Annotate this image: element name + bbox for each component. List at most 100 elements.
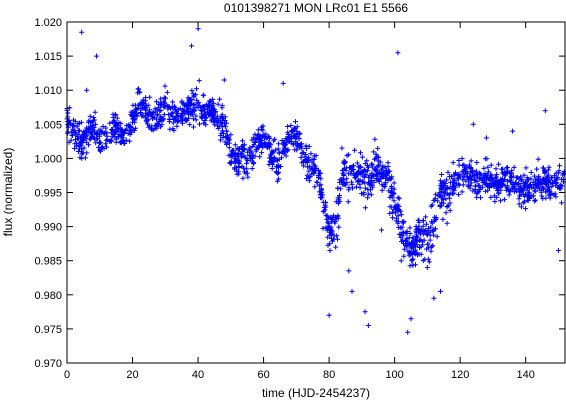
data-point: [397, 231, 403, 237]
data-point: [445, 185, 451, 190]
data-point: [429, 244, 435, 250]
data-point: [372, 136, 378, 142]
x-axis-title: time (HJD-2454237): [262, 386, 370, 400]
data-point: [131, 114, 137, 120]
data-point: [395, 213, 401, 219]
data-point: [86, 126, 92, 132]
data-point: [456, 158, 462, 163]
data-point: [74, 143, 79, 149]
data-point: [467, 173, 473, 179]
data-point: [501, 197, 507, 203]
data-point: [379, 187, 385, 193]
data-point: [557, 163, 562, 169]
data-point: [203, 114, 209, 120]
data-point: [494, 194, 500, 200]
data-point: [428, 203, 434, 209]
data-point: [154, 120, 160, 126]
data-point: [232, 165, 237, 171]
data-point: [510, 173, 516, 179]
data-point: [142, 105, 148, 111]
data-point: [127, 131, 133, 137]
data-point: [104, 144, 109, 150]
data-point: [228, 132, 234, 138]
data-point: [481, 165, 487, 171]
data-point: [137, 110, 143, 116]
data-point: [377, 159, 383, 165]
data-point: [306, 174, 312, 180]
y-tick-label: 0.975: [34, 324, 62, 336]
data-point: [146, 112, 152, 118]
data-point: [285, 147, 291, 153]
data-point: [545, 174, 550, 180]
data-point: [525, 198, 531, 203]
data-point: [398, 234, 404, 240]
data-point: [489, 182, 495, 188]
data-point: [337, 179, 343, 185]
data-point: [404, 236, 410, 242]
data-point: [484, 182, 490, 188]
data-point: [434, 234, 440, 240]
data-point: [199, 115, 205, 121]
data-point: [468, 177, 474, 182]
data-point: [104, 133, 110, 139]
data-point: [459, 189, 465, 195]
data-point: [423, 214, 429, 220]
data-point: [87, 113, 93, 119]
data-point: [161, 112, 167, 118]
data-point: [147, 94, 153, 100]
data-point: [475, 189, 481, 195]
data-point: [560, 172, 566, 178]
data-point: [405, 329, 411, 335]
data-point: [365, 191, 371, 197]
data-point: [280, 80, 286, 86]
data-point: [456, 181, 461, 187]
data-point: [259, 150, 265, 156]
data-point: [299, 145, 305, 151]
data-point: [347, 165, 352, 171]
data-point: [146, 124, 152, 130]
data-point: [547, 191, 553, 197]
data-point: [316, 175, 321, 181]
data-point: [496, 190, 502, 196]
data-point: [238, 151, 244, 157]
data-point: [223, 120, 229, 126]
data-point: [74, 124, 80, 130]
data-point: [528, 176, 534, 182]
data-point: [540, 196, 546, 202]
data-point: [375, 158, 381, 164]
data-point: [114, 115, 120, 121]
data-point: [542, 170, 548, 176]
data-point: [185, 99, 191, 105]
data-point: [351, 167, 357, 173]
data-point: [352, 147, 358, 153]
data-point: [358, 150, 363, 156]
data-point: [138, 102, 144, 108]
data-point: [470, 121, 476, 127]
data-point: [235, 168, 241, 174]
data-point: [103, 141, 109, 147]
data-point: [230, 151, 236, 157]
data-point: [182, 102, 188, 108]
data-point: [339, 176, 345, 182]
data-point: [180, 112, 185, 118]
data-point: [306, 178, 312, 184]
y-tick-label: 1.005: [34, 119, 62, 131]
data-point: [185, 95, 191, 101]
data-point: [304, 160, 310, 165]
data-point: [398, 258, 404, 264]
data-point: [195, 26, 201, 32]
data-point: [401, 246, 407, 252]
y-tick-label: 0.980: [34, 290, 62, 302]
data-point: [437, 178, 443, 184]
data-point: [288, 123, 294, 129]
data-point: [431, 227, 437, 233]
y-tick-label: 0.990: [34, 222, 62, 234]
data-point: [86, 142, 91, 148]
data-point: [121, 130, 127, 136]
data-point: [353, 184, 359, 190]
data-point: [285, 132, 291, 137]
data-point: [444, 177, 450, 183]
data-point: [170, 120, 176, 126]
data-point: [450, 160, 456, 166]
